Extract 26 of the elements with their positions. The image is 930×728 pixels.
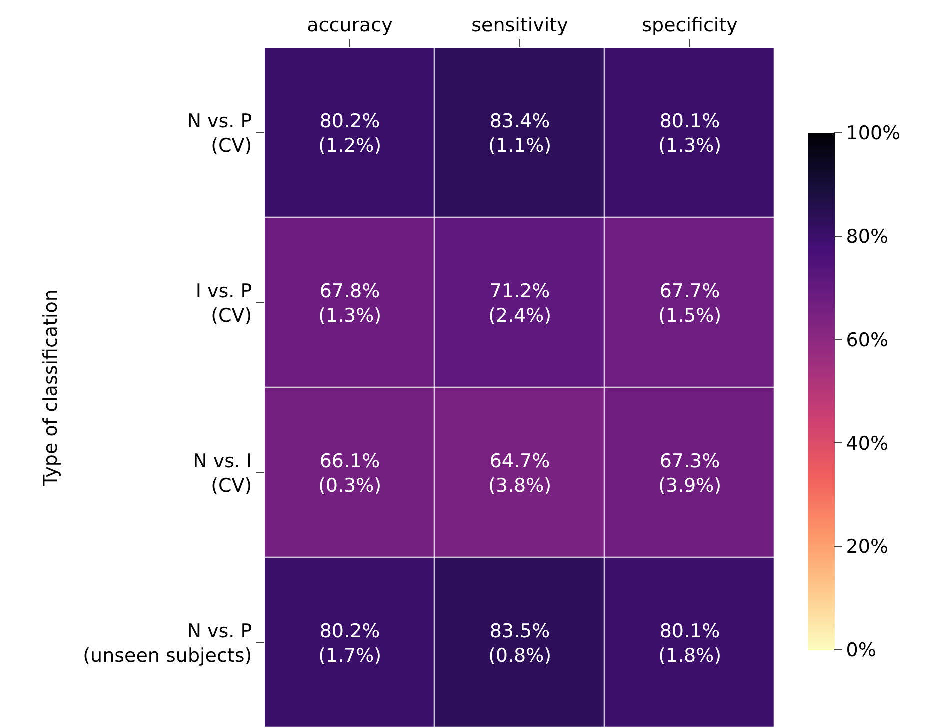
color-bar-label: 20% (846, 536, 889, 558)
y-tick-label: N vs. P (CV) (187, 110, 252, 157)
y-tick-label: N vs. P (unseen subjects) (83, 620, 252, 667)
data-label: 80.2% (1.7%) (318, 620, 382, 667)
data-label: 64.7% (3.8%) (488, 450, 552, 497)
data-label: 71.2% (2.4%) (488, 280, 552, 327)
color-bar-label: 60% (846, 329, 889, 352)
color-bar-label: 40% (846, 432, 889, 455)
color-bar-label: 100% (846, 122, 901, 145)
data-label: 67.7% (1.5%) (658, 280, 722, 327)
data-label: 80.2% (1.2%) (318, 110, 382, 157)
data-label: 80.1% (1.8%) (658, 620, 722, 667)
x-tick-label: accuracy (307, 14, 393, 36)
color-bar-label: 80% (846, 226, 889, 248)
y-tick-label: I vs. P (CV) (196, 280, 252, 327)
x-tick-label: specificity (642, 14, 738, 36)
data-label: 83.5% (0.8%) (488, 620, 552, 667)
y-axis-title: Type of classification (40, 290, 62, 488)
color-bar-label: 0% (846, 640, 876, 662)
y-tick-label: N vs. I (CV) (193, 450, 252, 497)
data-label: 80.1% (1.3%) (658, 110, 722, 157)
data-label: 66.1% (0.3%) (318, 450, 382, 497)
x-tick-label: sensitivity (472, 14, 568, 36)
data-label: 67.8% (1.3%) (318, 280, 382, 327)
data-label: 67.3% (3.9%) (658, 450, 722, 497)
data-label: 83.4% (1.1%) (488, 110, 552, 157)
